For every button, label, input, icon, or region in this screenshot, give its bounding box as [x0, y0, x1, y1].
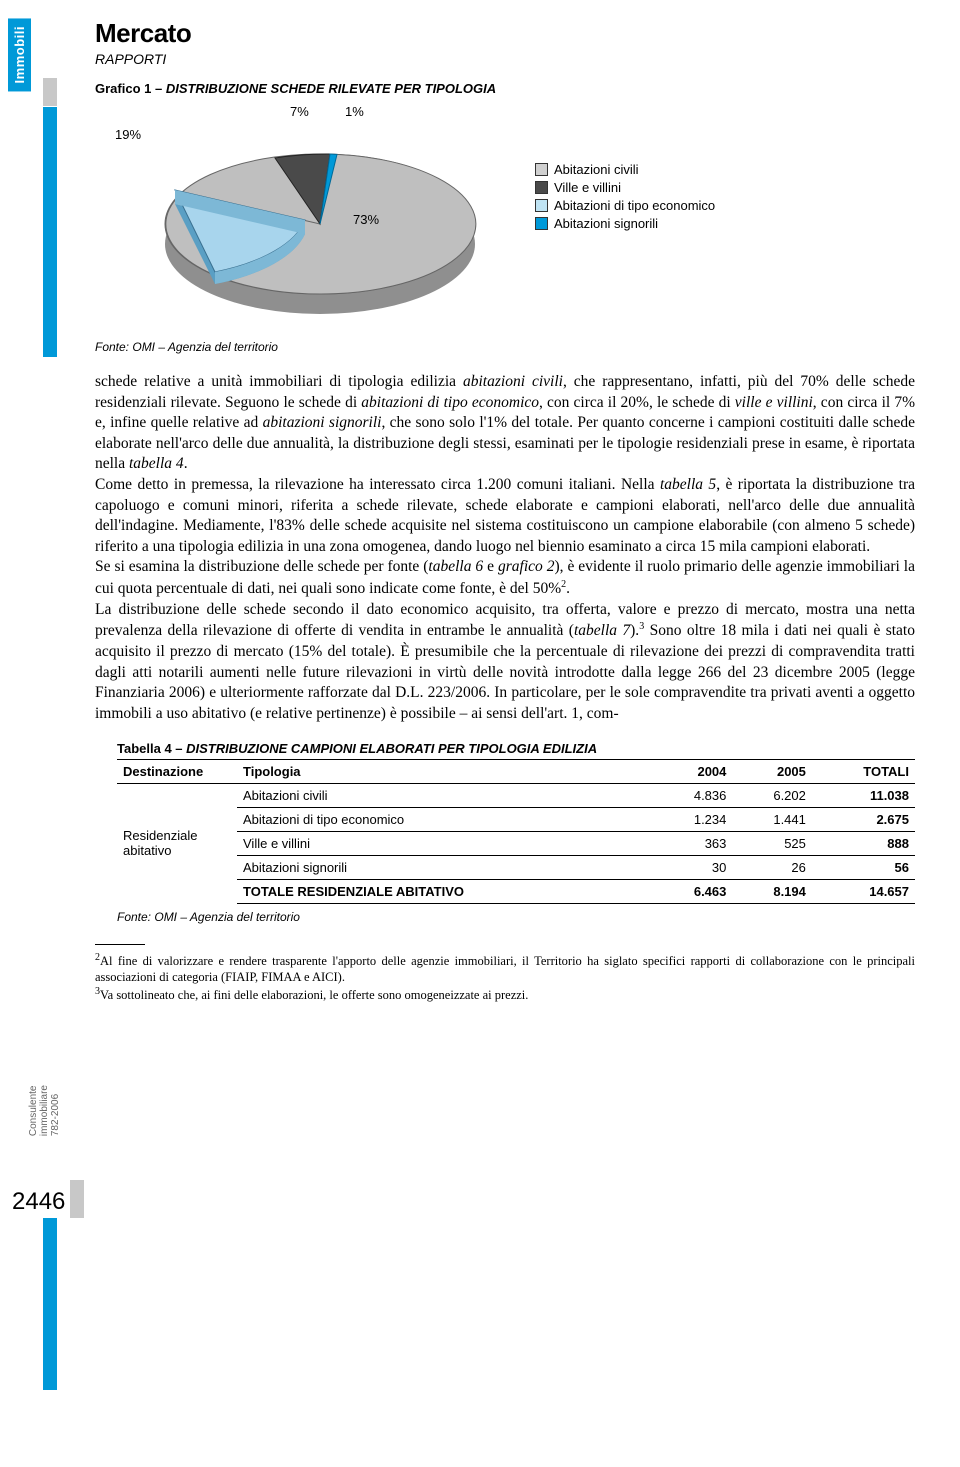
- text: .: [566, 580, 570, 597]
- chart-title-prefix: Grafico 1 –: [95, 81, 166, 96]
- swatch-icon: [535, 163, 548, 176]
- table-header: 2004: [653, 760, 733, 784]
- table-row: Residenziale abitativo Abitazioni civili…: [117, 783, 915, 807]
- table-title-prefix: Tabella 4 –: [117, 741, 186, 756]
- pie-label-1: 1%: [345, 104, 364, 119]
- table-cell: 1.441: [732, 807, 812, 831]
- table-cell: 26: [732, 855, 812, 879]
- text: .: [184, 455, 188, 472]
- table-cell: 6.463: [653, 879, 733, 903]
- table-cell: 1.234: [653, 807, 733, 831]
- table-cell: 363: [653, 831, 733, 855]
- legend-label: Abitazioni signorili: [554, 216, 658, 231]
- table-header: Tipologia: [237, 760, 653, 784]
- legend-item: Ville e villini: [535, 180, 715, 195]
- footnote-divider: [95, 944, 145, 945]
- decoration-bar: [43, 1218, 57, 1390]
- text-italic: tabella 4: [129, 455, 184, 472]
- text: e: [483, 558, 498, 575]
- chart-source: Fonte: OMI – Agenzia del territorio: [95, 340, 915, 354]
- section-tab: Immobili: [8, 18, 31, 91]
- table-cell: 11.038: [812, 783, 915, 807]
- legend-label: Abitazioni di tipo economico: [554, 198, 715, 213]
- table-row: Ville e villini 363 525 888: [117, 831, 915, 855]
- text: Se si esamina la distribuzione delle sch…: [95, 558, 428, 575]
- table-cell: 2.675: [812, 807, 915, 831]
- table-row: Abitazioni di tipo economico 1.234 1.441…: [117, 807, 915, 831]
- pie-label-73: 73%: [353, 212, 379, 227]
- table-cell: Abitazioni signorili: [237, 855, 653, 879]
- table-cell: 6.202: [732, 783, 812, 807]
- chart-title: Grafico 1 – DISTRIBUZIONE SCHEDE RILEVAT…: [95, 81, 915, 96]
- table-header: Destinazione: [117, 760, 237, 784]
- table-header: 2005: [732, 760, 812, 784]
- table-cell: 525: [732, 831, 812, 855]
- decoration-bar: [43, 107, 57, 357]
- table-cell: Abitazioni civili: [237, 783, 653, 807]
- table-cell: 14.657: [812, 879, 915, 903]
- text: ).: [630, 623, 639, 640]
- pie-label-19: 19%: [115, 127, 141, 142]
- text-italic: grafico 2: [498, 558, 554, 575]
- swatch-icon: [535, 199, 548, 212]
- legend-label: Ville e villini: [554, 180, 621, 195]
- text: schede relative a unità immobiliari di t…: [95, 373, 463, 390]
- table-cell: Residenziale abitativo: [117, 783, 237, 903]
- body-paragraph: schede relative a unità immobiliari di t…: [95, 372, 915, 475]
- table-cell: TOTALE RESIDENZIALE ABITATIVO: [237, 879, 653, 903]
- table-cell: 56: [812, 855, 915, 879]
- table-row: Abitazioni signorili 30 26 56: [117, 855, 915, 879]
- body-paragraph: Se si esamina la distribuzione delle sch…: [95, 557, 915, 599]
- table-cell: 4.836: [653, 783, 733, 807]
- swatch-icon: [535, 217, 548, 230]
- table-title-text: DISTRIBUZIONE CAMPIONI ELABORATI PER TIP…: [186, 741, 597, 756]
- body-paragraph: Come detto in premessa, la rilevazione h…: [95, 475, 915, 557]
- legend-item: Abitazioni civili: [535, 162, 715, 177]
- text: , con circa il 20%, le schede di: [539, 394, 735, 411]
- pie-label-7: 7%: [290, 104, 309, 119]
- page-number: 2446: [12, 1188, 65, 1216]
- body-paragraph: La distribuzione delle schede secondo il…: [95, 600, 915, 725]
- swatch-icon: [535, 181, 548, 194]
- table-4: Tabella 4 – DISTRIBUZIONE CAMPIONI ELABO…: [117, 741, 915, 904]
- table-title: Tabella 4 – DISTRIBUZIONE CAMPIONI ELABO…: [117, 741, 915, 760]
- text-italic: abitazioni signorili: [263, 414, 382, 431]
- table-header: TOTALI: [812, 760, 915, 784]
- decoration-bar: [70, 1180, 84, 1218]
- legend-item: Abitazioni di tipo economico: [535, 198, 715, 213]
- legend-label: Abitazioni civili: [554, 162, 639, 177]
- footnote-text: Va sottolineato che, ai fini delle elabo…: [100, 988, 528, 1002]
- table-source: Fonte: OMI – Agenzia del territorio: [117, 910, 915, 924]
- table-cell: 30: [653, 855, 733, 879]
- pie-chart-svg: [155, 132, 485, 332]
- chart-title-text: DISTRIBUZIONE SCHEDE RILEVATE PER TIPOLO…: [166, 81, 496, 96]
- footnote-text: Al fine di valorizzare e rendere traspar…: [95, 954, 915, 984]
- text-italic: tabella 5: [660, 476, 716, 493]
- table-cell: 888: [812, 831, 915, 855]
- pie-chart: 19% 7% 1% 73% Abitazioni civili Ville e …: [95, 102, 915, 332]
- table-cell: 8.194: [732, 879, 812, 903]
- page-subtitle: RAPPORTI: [95, 51, 915, 67]
- table-row: TOTALE RESIDENZIALE ABITATIVO 6.463 8.19…: [117, 879, 915, 903]
- legend-item: Abitazioni signorili: [535, 216, 715, 231]
- publication-info: Consulente immobiliare 782-2006: [28, 1085, 61, 1136]
- text-italic: abitazioni di tipo economico: [361, 394, 539, 411]
- table-cell: Ville e villini: [237, 831, 653, 855]
- chart-legend: Abitazioni civili Ville e villini Abitaz…: [535, 162, 715, 234]
- page-title: Mercato: [95, 18, 915, 49]
- footnote-2: 2Al fine di valorizzare e rendere traspa…: [95, 951, 915, 986]
- footnote-3: 3Va sottolineato che, ai fini delle elab…: [95, 985, 915, 1003]
- table-cell: Abitazioni di tipo economico: [237, 807, 653, 831]
- text-italic: ville e villini: [735, 394, 813, 411]
- text-italic: abitazioni civili: [463, 373, 563, 390]
- text-italic: tabella 7: [574, 623, 630, 640]
- text: Come detto in premessa, la rilevazione h…: [95, 476, 660, 493]
- sidebar: Immobili Consulente immobiliare 782-2006…: [0, 0, 70, 1004]
- decoration-bar: [43, 78, 57, 106]
- text-italic: tabella 6: [428, 558, 483, 575]
